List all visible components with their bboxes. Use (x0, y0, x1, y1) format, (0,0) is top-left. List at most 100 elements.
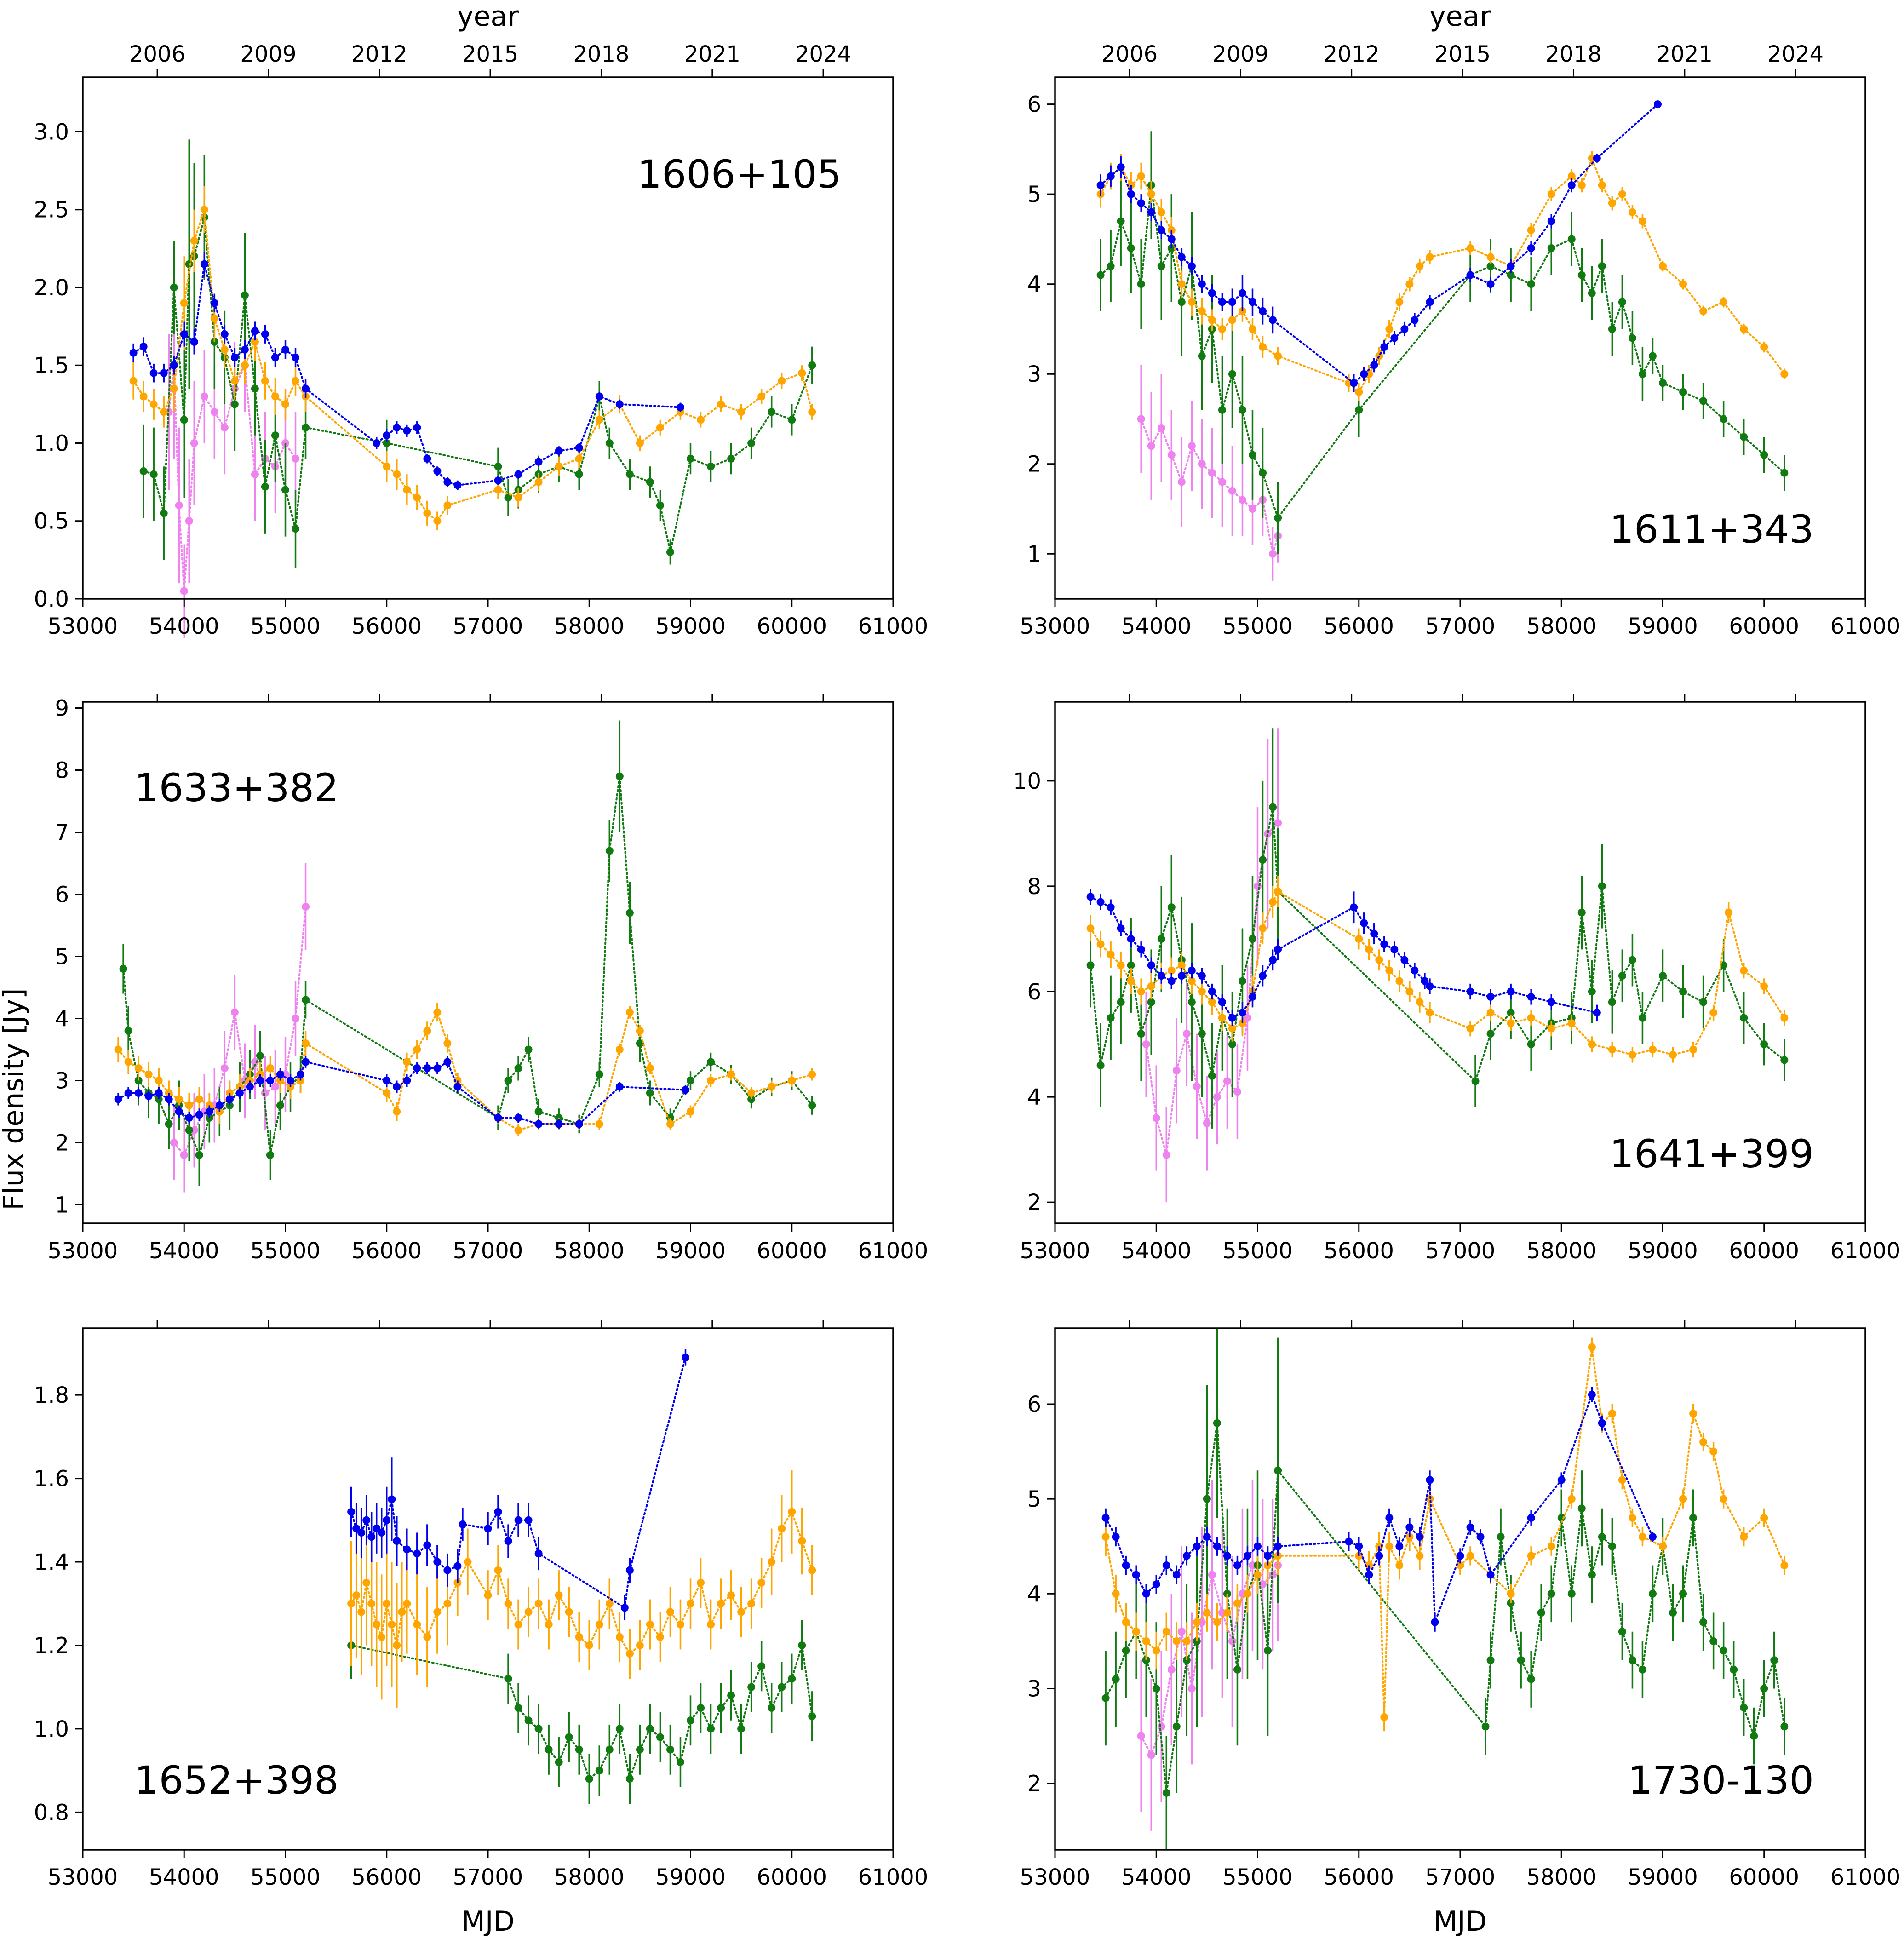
data-point (1355, 1542, 1363, 1550)
data-point (595, 392, 603, 401)
data-point (1679, 1495, 1687, 1503)
data-point (1740, 966, 1748, 975)
data-point (261, 1089, 269, 1097)
data-point (727, 1070, 735, 1078)
data-point (575, 1745, 583, 1754)
data-point (1699, 397, 1708, 405)
data-point (1152, 1684, 1160, 1692)
data-point (170, 283, 178, 292)
data-point (423, 1027, 431, 1035)
data-point (1208, 1072, 1216, 1080)
y-tick-label: 6 (55, 882, 69, 908)
plot-area (1101, 1328, 1789, 1850)
data-point (383, 1600, 391, 1608)
data-point (403, 486, 411, 494)
data-point (717, 1704, 725, 1712)
data-point (1187, 298, 1196, 306)
data-point (1760, 1040, 1768, 1049)
data-point (1132, 1628, 1140, 1636)
data-point (170, 1139, 178, 1147)
data-point (1669, 1609, 1677, 1617)
data-point (1223, 1609, 1231, 1617)
data-point (1740, 325, 1748, 333)
data-point (1172, 1067, 1181, 1075)
data-point (1274, 1466, 1282, 1474)
data-point (413, 1064, 421, 1072)
data-point (114, 1045, 122, 1054)
data-point (1400, 325, 1409, 333)
data-point (403, 1077, 411, 1084)
data-point (646, 1064, 654, 1072)
data-point (1770, 1656, 1778, 1664)
data-point (1638, 217, 1646, 225)
data-point (625, 1008, 634, 1016)
data-point (1187, 442, 1196, 450)
data-point (1679, 280, 1687, 288)
data-point (1228, 370, 1236, 378)
data-point (175, 1095, 183, 1103)
series-line-green (350, 1644, 813, 1783)
data-point (180, 1151, 188, 1159)
data-point (403, 426, 411, 435)
data-point (707, 1077, 715, 1084)
data-point (149, 470, 158, 478)
data-point (230, 377, 239, 385)
data-point (443, 501, 452, 510)
data-point (241, 345, 249, 354)
data-point (347, 1600, 356, 1608)
top-tick-label: 2015 (1434, 41, 1491, 67)
data-point (398, 1608, 406, 1616)
data-point (1567, 235, 1576, 243)
data-point (514, 470, 522, 478)
data-point (1507, 1019, 1515, 1027)
data-point (595, 1620, 603, 1629)
data-point (1780, 1561, 1789, 1569)
data-point (1152, 1114, 1160, 1122)
data-point (1228, 316, 1236, 324)
data-point (1537, 1609, 1545, 1617)
source-name-label: 1611+343 (1610, 507, 1814, 552)
data-point (1507, 1589, 1515, 1598)
data-point (1588, 1571, 1596, 1579)
data-point (1122, 1561, 1130, 1569)
data-point (1264, 1646, 1272, 1655)
y-tick-label: 1.4 (34, 1549, 69, 1575)
x-tick-label: 53000 (1020, 614, 1090, 639)
x-tick-label: 54000 (149, 614, 219, 639)
data-point (1213, 1419, 1221, 1427)
data-point (1471, 1077, 1480, 1085)
y-tick-label: 6 (1027, 1392, 1041, 1417)
data-point (1486, 1030, 1495, 1038)
x-tick-label: 54000 (149, 1864, 219, 1890)
panel-1641+399: 53000 54000 55000 56000 57000 58000 59000 60000… (1013, 694, 1900, 1264)
data-point (124, 1089, 132, 1097)
data-point (246, 1083, 254, 1091)
data-point (1198, 352, 1206, 360)
data-point (1086, 924, 1095, 933)
y-tick-label: 2.5 (34, 197, 69, 223)
data-point (625, 909, 634, 917)
data-point (1648, 1045, 1657, 1054)
data-point (808, 1566, 816, 1574)
data-point (1243, 1014, 1251, 1022)
data-point (1507, 271, 1515, 279)
data-point (1182, 1637, 1191, 1645)
data-point (1117, 961, 1125, 970)
data-point (1567, 181, 1576, 189)
y-tick-label: 2.0 (34, 275, 69, 301)
data-point (534, 1600, 543, 1608)
data-point (1187, 262, 1196, 270)
data-point (1112, 1675, 1120, 1683)
data-point (1350, 379, 1358, 387)
data-point (180, 330, 188, 338)
y-tick-label: 5 (55, 944, 69, 970)
data-point (1760, 1684, 1768, 1692)
data-point (256, 1052, 264, 1060)
data-point (1567, 1589, 1576, 1598)
data-point (1137, 987, 1145, 996)
y-tick-label: 4 (1027, 1084, 1041, 1110)
data-point (1112, 1533, 1120, 1541)
data-point (266, 1064, 274, 1072)
data-point (1593, 1009, 1601, 1017)
data-point (352, 1591, 361, 1600)
